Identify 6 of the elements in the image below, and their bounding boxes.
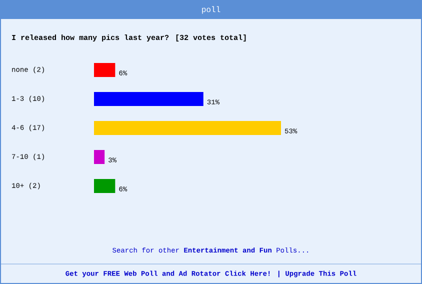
bar (94, 150, 105, 164)
chart-title: poll (202, 6, 220, 14)
bar (94, 63, 116, 78)
bar (94, 121, 282, 136)
bar (94, 179, 116, 193)
bar (94, 92, 204, 106)
